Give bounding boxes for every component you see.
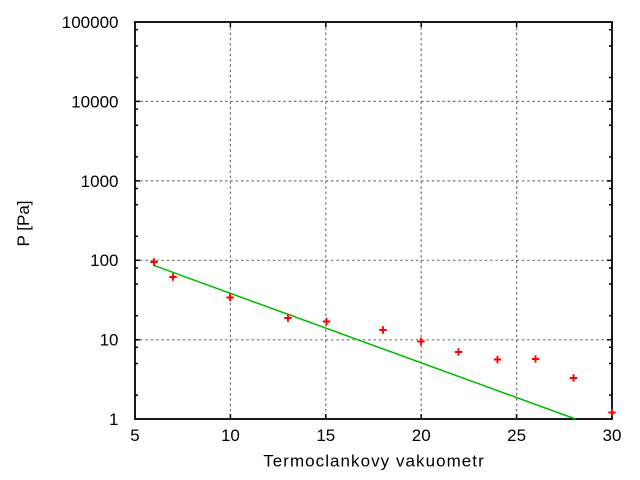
svg-text:10: 10 bbox=[221, 426, 240, 445]
svg-text:10000: 10000 bbox=[71, 92, 118, 111]
svg-text:25: 25 bbox=[507, 426, 526, 445]
svg-text:100000: 100000 bbox=[62, 13, 119, 32]
svg-text:30: 30 bbox=[603, 426, 622, 445]
svg-text:100: 100 bbox=[90, 251, 118, 270]
svg-text:Termoclankovy vakuometr: Termoclankovy vakuometr bbox=[263, 452, 485, 471]
svg-text:10: 10 bbox=[100, 331, 119, 350]
svg-text:P [Pa]: P [Pa] bbox=[14, 201, 33, 247]
svg-text:20: 20 bbox=[412, 426, 431, 445]
svg-text:1000: 1000 bbox=[81, 172, 119, 191]
svg-text:5: 5 bbox=[130, 426, 139, 445]
svg-text:1: 1 bbox=[109, 410, 118, 429]
svg-text:15: 15 bbox=[316, 426, 335, 445]
